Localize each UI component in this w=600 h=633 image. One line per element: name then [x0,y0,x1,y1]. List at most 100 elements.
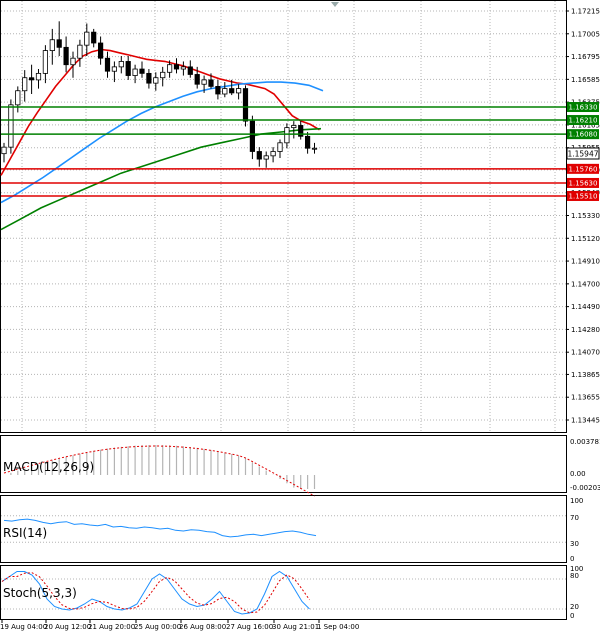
candle-body [187,66,193,75]
candle-body [256,151,262,160]
price-tick-label: 1.17215 [571,8,600,16]
price-tick-label: 1.15330 [571,212,600,220]
level-tag [567,129,599,140]
stoch-scale-80: 80 [570,572,579,580]
candle-body [146,72,152,84]
level-label: 1.15510 [569,192,598,200]
candle-body [28,77,35,81]
candle-body [215,85,221,95]
shift-marker-icon[interactable] [331,2,339,7]
candle-body [208,79,214,87]
level-tag [567,190,599,201]
macd-label: MACD(12,26,9) [3,460,94,474]
candle-body [118,61,124,68]
candle-body [249,120,255,152]
candle-body [160,71,166,79]
price-tick-label: 1.13655 [571,394,600,402]
level-tag [567,163,599,174]
candle-body [111,66,117,72]
rsi-scale-30: 30 [570,540,579,548]
level-lines[interactable]: 1.16330 1.16210 1.16080 1.15760 1.15630 1.155… [1,102,599,201]
candle-body [311,147,318,150]
rsi-scale-100: 100 [570,497,583,505]
candle-body [173,64,180,70]
rsi-label: RSI(14) [3,526,47,540]
rsi-scale-0: 0 [570,555,574,563]
candle-body [42,50,49,74]
candle-body [201,79,207,85]
current-price-marker: 1.15947 [566,147,600,160]
candle-body [229,88,235,94]
candle-body [194,74,200,85]
candle-body [91,31,97,44]
level-label: 1.16330 [569,104,598,112]
time-tick-label: 19 Aug 04:00 [0,623,47,631]
candle-body [1,146,7,155]
main-plot-frame [0,0,567,433]
time-tick-label: 27 Aug 16:00 [226,623,273,631]
candle-body [277,142,283,152]
candle-body [98,42,104,59]
price-tick-label: 1.14490 [571,303,600,311]
price-tick-label: 1.17005 [571,30,600,38]
price-tick-label: 1.16585 [571,76,600,84]
candle-body [8,104,14,148]
candle-body [291,125,297,129]
time-tick-label: 25 Aug 00:00 [134,623,181,631]
candle-body [125,61,131,76]
stoch-scale-20: 20 [570,603,579,611]
price-tick-label: 1.13865 [571,371,600,379]
candle-body [242,88,249,122]
time-tick-label: 20 Aug 12:00 [44,623,91,631]
price-tick-label: 1.16165 [571,121,600,129]
candle-body [132,68,138,76]
time-tick-label: 30 Aug 21:01 [272,623,319,631]
candle-body [263,155,269,160]
candle-body [49,39,55,51]
candle-body [270,151,276,157]
candle-body [166,64,173,73]
candle-body [153,77,159,84]
price-tick-label: 1.14910 [571,258,600,266]
price-axis: 1.172151.170051.167951.165851.163751.161… [566,8,600,425]
candle-body [63,46,69,66]
time-tick-label: 26 Aug 08:00 [179,623,226,631]
time-tick-label: 21 Aug 20:00 [88,623,135,631]
level-label: 1.16210 [569,117,598,125]
candle-body [298,125,304,137]
stoch-main-line [1,570,310,615]
candlesticks [1,21,318,168]
rsi-scale-70: 70 [570,514,579,522]
macd-scale-zero: 0.00 [570,470,586,478]
candle-body [84,31,90,46]
level-tag [567,115,599,126]
candle-body [15,90,21,106]
candle-body [222,88,228,95]
candle-body [304,135,311,149]
level-label: 1.16080 [569,131,598,139]
price-tick-label: 1.14070 [571,349,600,357]
stoch-scale-100: 100 [570,565,583,573]
current-price-label: 1.15947 [567,150,598,159]
candle-body [70,57,76,66]
candle-body [139,68,145,74]
candle-body [235,88,242,94]
rsi-plot-frame [0,495,567,563]
price-tick-label: 1.13445 [571,417,600,425]
price-tick-label: 1.14700 [571,280,600,288]
level-label: 1.15760 [569,165,598,173]
price-tick-label: 1.15120 [571,235,600,243]
macd-plot-frame [0,435,567,493]
level-tag [567,102,599,113]
macd-signal-line [3,445,315,497]
candle-body [22,77,28,92]
sma-fast-line [0,48,320,176]
candle-body [104,57,111,72]
candle-body [77,44,83,59]
rsi-line [3,518,317,538]
candle-body [180,66,186,70]
candle-body [284,127,290,144]
